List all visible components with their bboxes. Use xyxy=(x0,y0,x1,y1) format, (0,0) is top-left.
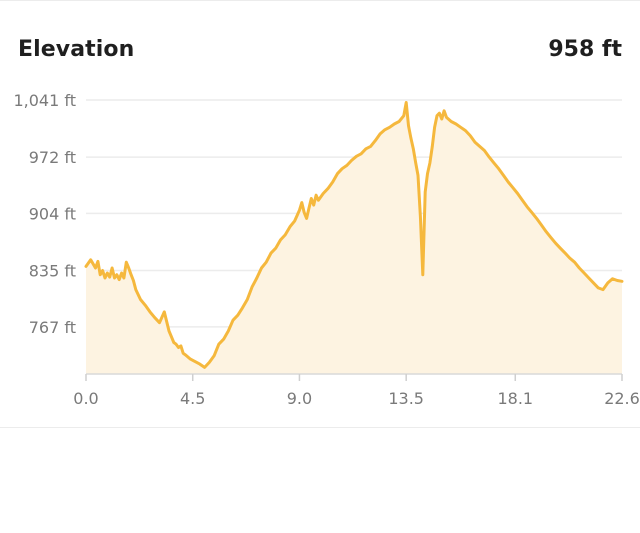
bottom-divider xyxy=(0,427,640,428)
x-tick-label: 18.1 xyxy=(497,389,533,408)
y-tick-label: 767 ft xyxy=(29,318,76,337)
elevation-line xyxy=(84,101,624,369)
x-tick-label: 22.6 xyxy=(604,389,640,408)
top-divider xyxy=(0,0,640,1)
y-tick-label: 972 ft xyxy=(29,148,76,167)
current-elevation-value: 958 ft xyxy=(548,37,622,62)
elevation-chart: 1,041 ft 972 ft 904 ft 835 ft 767 ft 0.0 4.5 9… xyxy=(13,91,640,408)
y-tick-labels: 1,041 ft 972 ft 904 ft 835 ft 767 ft xyxy=(13,91,76,337)
x-tick-labels: 0.0 4.5 9.0 13.5 18.1 22.6 xyxy=(73,389,640,408)
x-tick-label: 0.0 xyxy=(73,389,98,408)
chart-header: Elevation 958 ft xyxy=(0,0,640,96)
y-tick-label: 904 ft xyxy=(29,204,76,223)
y-tick-label: 1,041 ft xyxy=(13,91,76,110)
elevation-area-fill xyxy=(86,102,622,374)
chart-title: Elevation xyxy=(18,37,135,62)
x-tick-label: 9.0 xyxy=(287,389,312,408)
x-axis xyxy=(85,373,623,381)
x-tick-label: 13.5 xyxy=(388,389,424,408)
y-tick-label: 835 ft xyxy=(29,262,76,281)
x-tick-label: 4.5 xyxy=(180,389,205,408)
area-layer xyxy=(84,101,624,374)
